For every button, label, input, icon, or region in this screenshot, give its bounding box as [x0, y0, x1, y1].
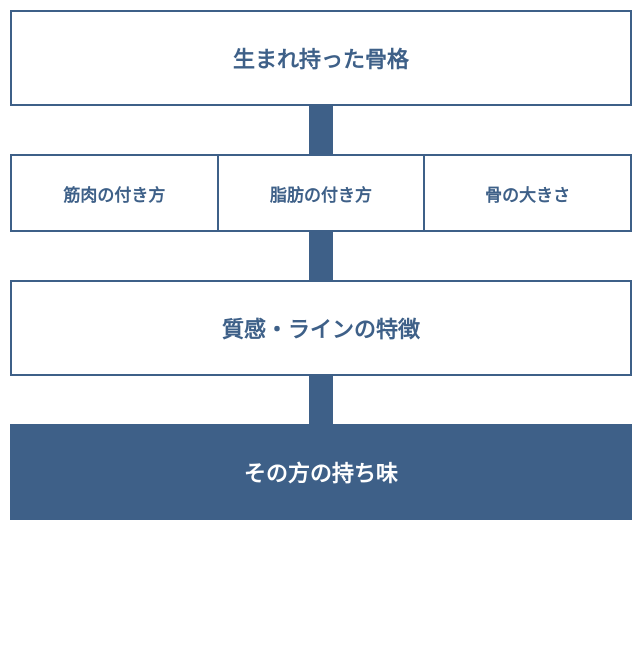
node-level1: 生まれ持った骨格: [10, 10, 632, 106]
node-level2-item-2: 骨の大きさ: [425, 154, 632, 232]
node-level2-item-0: 筋肉の付き方: [10, 154, 219, 232]
connector-1: [309, 106, 333, 154]
node-level4: その方の持ち味: [10, 424, 632, 520]
flowchart-container: 生まれ持った骨格 筋肉の付き方 脂肪の付き方 骨の大きさ 質感・ラインの特徴 そ…: [10, 10, 632, 520]
node-level3: 質感・ラインの特徴: [10, 280, 632, 376]
connector-3: [309, 376, 333, 424]
node-level2-row: 筋肉の付き方 脂肪の付き方 骨の大きさ: [10, 154, 632, 232]
node-level2-item-1: 脂肪の付き方: [219, 154, 426, 232]
connector-2: [309, 232, 333, 280]
